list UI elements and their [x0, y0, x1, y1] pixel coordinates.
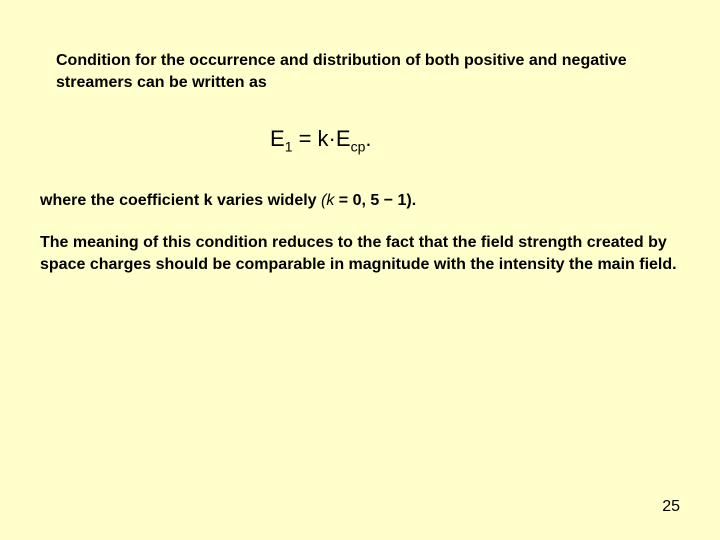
eq-rhs-base: E — [336, 126, 351, 151]
eq-trailing: . — [365, 126, 371, 151]
slide: Condition for the occurrence and distrib… — [0, 0, 720, 540]
eq-lhs-base: E — [270, 126, 285, 151]
para2-suffix: = 0, 5 − 1). — [339, 192, 416, 209]
para2-italic: (k — [321, 192, 339, 209]
page-number: 25 — [662, 498, 680, 516]
equation: E1 = k·Ecp. — [270, 126, 372, 154]
paragraph-meaning: The meaning of this condition reduces to… — [40, 232, 680, 275]
para2-prefix: where the coefficient k varies widely — [40, 192, 321, 209]
paragraph-coefficient: where the coefficient k varies widely (k… — [40, 190, 680, 212]
paragraph-intro: Condition for the occurrence and distrib… — [56, 50, 656, 93]
eq-rhs-sub: cp — [351, 138, 366, 154]
eq-mid: = k· — [292, 126, 335, 151]
